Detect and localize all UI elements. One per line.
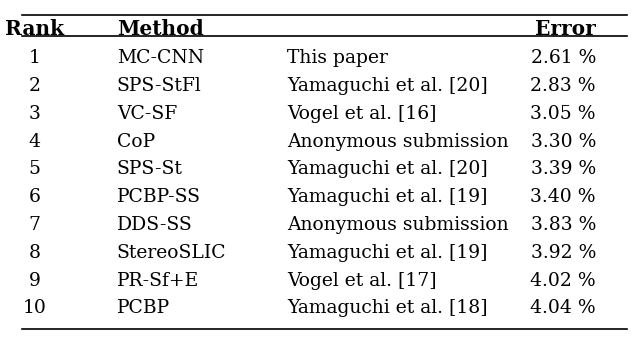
Text: 1: 1 [29, 49, 41, 67]
Text: 6: 6 [29, 188, 41, 206]
Text: Yamaguchi et al. [19]: Yamaguchi et al. [19] [287, 188, 488, 206]
Text: Anonymous submission: Anonymous submission [287, 216, 509, 234]
Text: 5: 5 [29, 160, 41, 178]
Text: Yamaguchi et al. [20]: Yamaguchi et al. [20] [287, 77, 488, 95]
Text: 3.30 %: 3.30 % [531, 133, 596, 151]
Text: 4.04 %: 4.04 % [531, 299, 596, 317]
Text: 4.02 %: 4.02 % [531, 272, 596, 290]
Text: PR-Sf+E: PR-Sf+E [117, 272, 199, 290]
Text: Vogel et al. [17]: Vogel et al. [17] [287, 272, 436, 290]
Text: 3.92 %: 3.92 % [531, 244, 596, 262]
Text: DDS-SS: DDS-SS [117, 216, 193, 234]
Text: 2.61 %: 2.61 % [531, 49, 596, 67]
Text: 2.83 %: 2.83 % [531, 77, 596, 95]
Text: Method: Method [117, 19, 204, 39]
Text: SPS-StFl: SPS-StFl [117, 77, 202, 95]
Text: 3.83 %: 3.83 % [531, 216, 596, 234]
Text: 3: 3 [29, 105, 41, 123]
Text: MC-CNN: MC-CNN [117, 49, 204, 67]
Text: 8: 8 [29, 244, 41, 262]
Text: PCBP-SS: PCBP-SS [117, 188, 201, 206]
Text: Error: Error [535, 19, 596, 39]
Text: 7: 7 [29, 216, 41, 234]
Text: SPS-St: SPS-St [117, 160, 182, 178]
Text: StereoSLIC: StereoSLIC [117, 244, 227, 262]
Text: 3.05 %: 3.05 % [531, 105, 596, 123]
Text: Anonymous submission: Anonymous submission [287, 133, 509, 151]
Text: 9: 9 [29, 272, 41, 290]
Text: PCBP: PCBP [117, 299, 170, 317]
Text: This paper: This paper [287, 49, 388, 67]
Text: Yamaguchi et al. [20]: Yamaguchi et al. [20] [287, 160, 488, 178]
Text: CoP: CoP [117, 133, 155, 151]
Text: 4: 4 [29, 133, 41, 151]
Text: VC-SF: VC-SF [117, 105, 177, 123]
Text: Rank: Rank [5, 19, 65, 39]
Text: Yamaguchi et al. [19]: Yamaguchi et al. [19] [287, 244, 488, 262]
Text: Yamaguchi et al. [18]: Yamaguchi et al. [18] [287, 299, 488, 317]
Text: 3.40 %: 3.40 % [531, 188, 596, 206]
Text: 2: 2 [29, 77, 41, 95]
Text: 10: 10 [23, 299, 47, 317]
Text: 3.39 %: 3.39 % [531, 160, 596, 178]
Text: Vogel et al. [16]: Vogel et al. [16] [287, 105, 436, 123]
